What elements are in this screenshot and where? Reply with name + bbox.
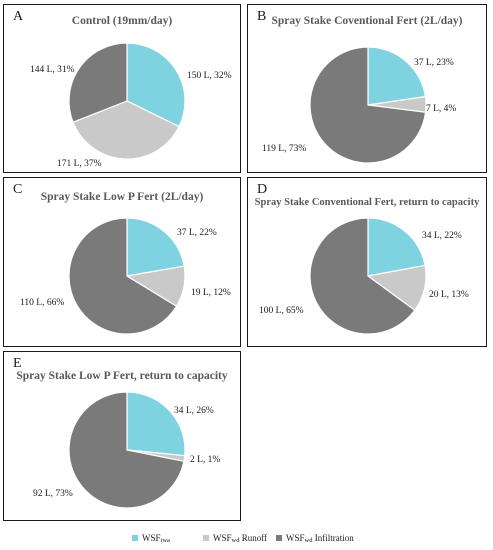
pie-chart-b: 37 L, 23% 7 L, 4% 119 L, 73% — [262, 46, 456, 164]
data-label: 20 L, 13% — [429, 290, 469, 300]
legend-label: WSF — [286, 533, 305, 543]
pie-slice-runoff — [72, 100, 180, 160]
chart-title: Spray Stake Conventional Fert, return to… — [254, 197, 480, 208]
panel-d: D Spray Stake Conventional Fert, return … — [247, 177, 487, 347]
legend: WSF iwa WSF wd Runoff WSF wd Infiltration — [0, 533, 493, 547]
pie-slice-infiltration — [68, 42, 128, 124]
pie-slice-wsf-iwa — [126, 217, 185, 277]
data-label: 7 L, 4% — [426, 104, 456, 114]
legend-label-tail: Runoff — [239, 533, 268, 543]
chart-title: Control (19mm/day) — [71, 15, 173, 27]
pie-chart-d: 34 L, 22% 20 L, 13% 100 L, 65% — [259, 217, 469, 335]
pie-slice-infiltration — [68, 217, 178, 335]
data-label: 171 L, 37% — [57, 159, 102, 169]
data-label: 119 L, 73% — [262, 144, 306, 154]
data-label: 100 L, 65% — [259, 306, 304, 316]
data-label: 37 L, 23% — [414, 58, 454, 68]
pie-chart-a: 150 L, 32% 171 L, 37% 144 L, 31% — [30, 42, 232, 169]
panel-b: B Spray Stake Coventional Fert (2L/day) … — [247, 4, 487, 173]
chart-title: Spray Stake Low P Fert, return to capaci… — [16, 370, 228, 382]
panel-c: C Spray Stake Low P Fert (2L/day) 37 L, … — [3, 177, 241, 347]
data-label: 19 L, 12% — [191, 288, 231, 298]
panel-letter: A — [13, 9, 24, 24]
legend-label: WSF — [142, 533, 161, 543]
legend-label: WSF — [213, 533, 232, 543]
data-label: 34 L, 22% — [422, 231, 462, 241]
legend-item-wsf-iwa: WSF iwa — [132, 533, 170, 544]
legend-swatch — [276, 535, 282, 541]
pie-slice-wsf-iwa — [367, 217, 426, 277]
panel-letter: B — [257, 9, 267, 24]
pie-slice-infiltration — [309, 217, 416, 335]
panel-letter: D — [257, 182, 268, 197]
pie-slice-infiltration — [309, 46, 427, 164]
panel-letter: C — [13, 182, 23, 197]
data-label: 144 L, 31% — [30, 65, 75, 75]
legend-item-runoff: WSF wd Runoff — [203, 533, 268, 544]
pie-slice-wsf-iwa — [126, 42, 186, 128]
legend-label-subscript: iwa — [160, 536, 170, 544]
panel-e: E Spray Stake Low P Fert, return to capa… — [3, 351, 241, 521]
data-label: 150 L, 32% — [187, 71, 232, 81]
pie-slice-infiltration — [68, 391, 185, 509]
data-label: 2 L, 1% — [190, 455, 220, 465]
data-label: 92 L, 73% — [33, 489, 73, 499]
legend-label-tail: Infiltration — [312, 533, 354, 543]
pie-chart-e: 34 L, 26% 2 L, 1% 92 L, 73% — [33, 391, 220, 509]
data-label: 34 L, 26% — [174, 406, 214, 416]
legend-swatch — [132, 535, 138, 541]
legend-item-infiltration: WSF wd Infiltration — [276, 533, 354, 544]
legend-label-subscript: wd — [304, 536, 313, 544]
legend-swatch — [203, 535, 209, 541]
panel-letter: E — [13, 356, 22, 371]
legend-label-subscript: wd — [231, 536, 240, 544]
data-label: 110 L, 66% — [20, 298, 64, 308]
pie-slice-wsf-iwa — [126, 391, 186, 457]
chart-title: Spray Stake Low P Fert (2L/day) — [40, 191, 204, 203]
pie-slice-wsf-iwa — [367, 46, 427, 106]
panel-a: A Control (19mm/day) 150 L, 32% 171 L, 37… — [3, 4, 241, 173]
chart-title: Spray Stake Coventional Fert (2L/day) — [271, 15, 463, 27]
pie-chart-c: 37 L, 22% 19 L, 12% 110 L, 66% — [20, 217, 231, 335]
data-label: 37 L, 22% — [177, 228, 217, 238]
